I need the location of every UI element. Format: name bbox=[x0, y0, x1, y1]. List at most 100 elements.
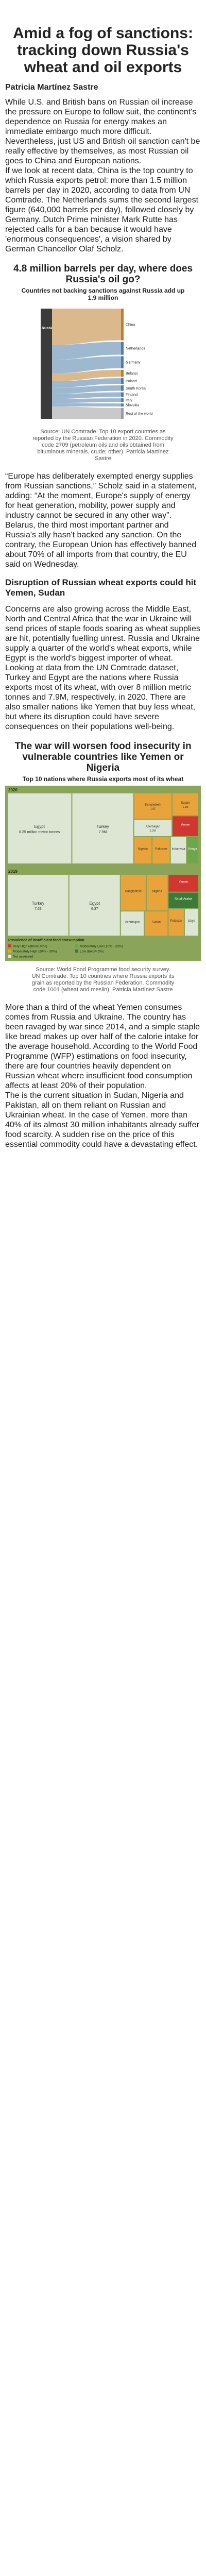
treemap-cell-1-0 bbox=[8, 875, 68, 936]
treemap-cell-label-0-1: Turkey bbox=[96, 824, 109, 829]
treemap-legend-title: Prevalence of insufficient food consumpt… bbox=[8, 939, 84, 942]
treemap-year-label-1: 2019 bbox=[8, 869, 18, 874]
sankey-target-label-6: Finland bbox=[126, 393, 138, 397]
treemap-cell-label-0-8: Indonesia bbox=[171, 848, 185, 851]
sankey-flow-5 bbox=[52, 385, 121, 394]
sankey-target-node-2 bbox=[121, 356, 124, 368]
treemap-cell-0-4 bbox=[173, 793, 198, 816]
treemap-legend-swatch-0 bbox=[8, 944, 11, 947]
treemap-cell-1-5 bbox=[145, 911, 168, 936]
treemap-cell-1-7 bbox=[168, 892, 198, 908]
sankey-flow-3 bbox=[52, 369, 121, 381]
treemap-cell-label-1-7: Saudi Arabia bbox=[175, 898, 193, 901]
treemap-cell-label-0-5: Yemen bbox=[181, 824, 190, 827]
treemap-cell-label-1-8: Pakistan bbox=[170, 920, 182, 923]
treemap-cell-0-5 bbox=[173, 816, 198, 836]
treemap-legend-swatch-2 bbox=[8, 955, 11, 958]
sankey-flow-4 bbox=[52, 378, 121, 388]
treemap-legend-swatch-4 bbox=[75, 950, 78, 953]
section-heading: Disruption of Russian wheat exports coul… bbox=[5, 578, 197, 598]
treemap-cell-label-0-6: Nigeria bbox=[138, 848, 148, 851]
treemap-legend-label-2: Not assessed bbox=[13, 955, 33, 959]
treemap-legend-label-0: Very High (above 40%) bbox=[13, 945, 47, 948]
middle-paragraph-1: “Europe has deliberately exempted energy… bbox=[5, 472, 197, 520]
section-paragraph-1: Concerns are also growing across the Mid… bbox=[5, 605, 200, 731]
sankey-target-label-5: South Korea bbox=[126, 387, 146, 391]
treemap-cell-label-1-6: Yemen bbox=[179, 880, 188, 884]
sankey-flow-0 bbox=[52, 309, 121, 345]
treemap-cell-label-1-3: Nigeria bbox=[152, 890, 163, 893]
sankey-target-label-0: China bbox=[126, 323, 135, 327]
sankey-flow-1 bbox=[52, 342, 121, 360]
treemap-year-label-0: 2020 bbox=[8, 788, 18, 792]
sankey-flow-2 bbox=[52, 356, 121, 374]
treemap-legend-label-4: Low (below 5%) bbox=[80, 950, 104, 954]
treemap-cell-0-6 bbox=[134, 837, 152, 863]
sankey-target-node-5 bbox=[121, 385, 124, 391]
treemap-cell-1-4 bbox=[121, 911, 144, 936]
treemap-cell-label-0-3: Azerbaijan bbox=[146, 825, 160, 828]
sankey-target-node-8 bbox=[121, 403, 124, 406]
treemap-cell-1-6 bbox=[168, 875, 198, 892]
sankey-source-node bbox=[41, 309, 52, 419]
sankey-flow-8 bbox=[52, 403, 121, 406]
sankey-target-node-9 bbox=[121, 408, 124, 419]
treemap-cell-label-0-7: Pakistan bbox=[155, 848, 167, 851]
oil-chart-title: 4.8 million barrels per day, where does … bbox=[13, 263, 193, 285]
sankey-flow-6 bbox=[52, 392, 121, 399]
wheat-chart-caption: Source: World Food Programme food securi… bbox=[31, 967, 175, 993]
sankey-flow-9 bbox=[52, 406, 121, 419]
treemap-cell-1-9 bbox=[184, 909, 198, 936]
closing-paragraph-2: The is the current situation in Sudan, N… bbox=[5, 1091, 199, 1149]
treemap-cell-label-0-9: Kenya bbox=[188, 848, 198, 851]
sankey-target-label-7: Italy bbox=[126, 399, 132, 402]
treemap-cell-0-7 bbox=[152, 837, 170, 863]
treemap-legend-swatch-3 bbox=[75, 944, 78, 947]
treemap-legend-swatch-1 bbox=[8, 950, 11, 953]
wheat-chart-subtitle: Top 10 nations where Russia exports most… bbox=[22, 775, 184, 783]
oil-chart-caption: Source: UN Comtrade. Top 10 export count… bbox=[32, 429, 174, 462]
sankey-target-node-7 bbox=[121, 398, 124, 402]
treemap-cell-1-8 bbox=[168, 909, 184, 936]
treemap-cell-label-1-4: Azerbaijan bbox=[125, 921, 140, 924]
treemap-cell-label-1-1: Egypt bbox=[90, 901, 100, 906]
treemap-cell-0-1 bbox=[72, 793, 133, 863]
middle-paragraph-2: Belarus, the third most important partne… bbox=[5, 521, 197, 569]
treemap-cell-value-0-2: 1.81 bbox=[150, 808, 156, 811]
treemap-cell-0-2 bbox=[134, 793, 172, 819]
oil-sankey-chart: Russia China Netherlands Germany Belarus Pola… bbox=[41, 309, 153, 419]
treemap-cell-label-1-5: Sudan bbox=[152, 921, 161, 924]
intro-paragraph-2: If we look at recent data, China is the … bbox=[5, 166, 199, 253]
sankey-flow-7 bbox=[52, 398, 121, 403]
sankey-target-label-9: Rest of the world bbox=[126, 412, 153, 416]
treemap-cell-1-3 bbox=[147, 875, 168, 911]
article-title: Amid a fog of sanctions: tracking down R… bbox=[12, 25, 193, 76]
treemap-cell-0-8 bbox=[170, 837, 186, 863]
treemap-cell-value-0-1: 7.9M bbox=[99, 831, 107, 834]
sankey-target-label-4: Poland bbox=[126, 380, 137, 383]
treemap-cell-label-0-2: Bangladesh bbox=[145, 804, 161, 807]
closing-paragraph-1: More than a third of the wheat Yemen con… bbox=[5, 1003, 200, 1090]
treemap-cell-0-3 bbox=[134, 820, 172, 836]
treemap-cell-0-0 bbox=[8, 793, 72, 863]
oil-figure: 4.8 million barrels per day, where does … bbox=[5, 263, 201, 462]
wheat-figure: The war will worsen food insecurity in v… bbox=[5, 741, 201, 993]
treemap-cell-value-1-0: 7.63 bbox=[35, 907, 42, 911]
treemap-cell-label-0-4: Sudan bbox=[181, 802, 190, 805]
treemap-cell-value-0-4: 1.1M bbox=[182, 806, 188, 809]
intro-paragraph-1: While U.S. and British bans on Russian o… bbox=[5, 98, 200, 165]
wheat-treemap-chart: 2020 Egypt 8.25 million metric tonnes Turke… bbox=[5, 786, 201, 961]
treemap-cell-label-0-0: Egypt bbox=[35, 824, 45, 829]
treemap-cell-value-1-1: 6.37 bbox=[91, 907, 98, 911]
article-author: Patricia Martínez Sastre bbox=[5, 83, 98, 92]
oil-chart-subtitle: Countries not backing sanctions against … bbox=[21, 287, 185, 301]
sankey-target-label-2: Germany bbox=[126, 361, 141, 365]
treemap-cell-label-1-0: Turkey bbox=[32, 901, 44, 906]
treemap-cell-1-1 bbox=[69, 875, 120, 936]
treemap-legend-label-1: Moderately High (20% - 30%) bbox=[13, 950, 57, 954]
treemap-legend-label-3: Moderately Low (10% - 20%) bbox=[80, 945, 123, 948]
treemap-cell-1-2 bbox=[121, 875, 146, 911]
treemap-cell-value-0-3: 1.2M bbox=[150, 829, 156, 833]
treemap-cell-0-9 bbox=[187, 837, 198, 863]
sankey-source-label: Russia bbox=[42, 327, 54, 330]
